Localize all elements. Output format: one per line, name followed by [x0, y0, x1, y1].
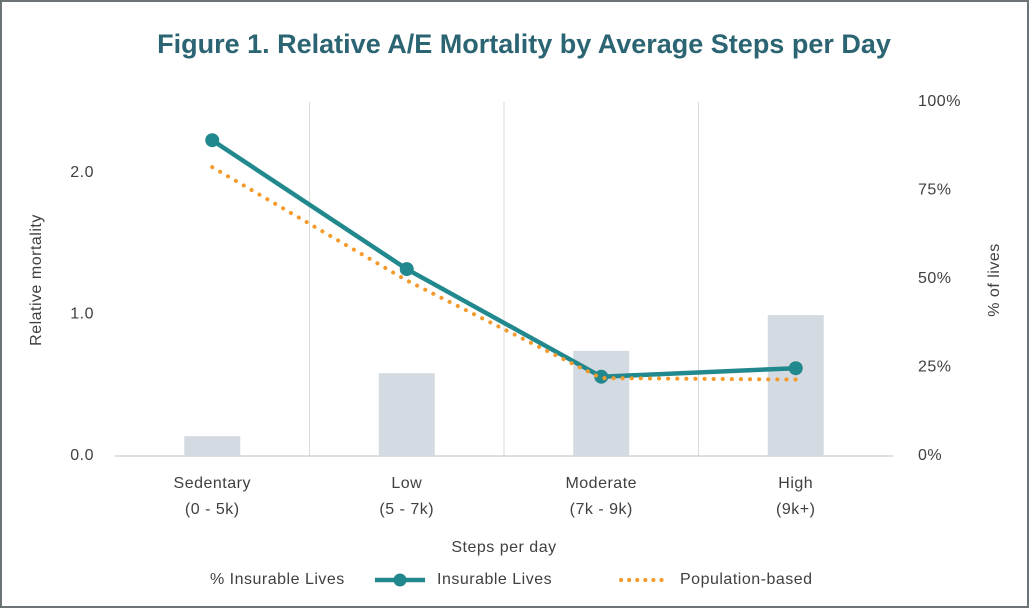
x-tick-label: (9k+): [776, 501, 815, 518]
legend-swatch: [198, 574, 206, 586]
marker: [788, 361, 803, 376]
y2-tick-label: 100%: [918, 93, 961, 110]
y2-tick-label: 0%: [918, 447, 942, 464]
x-tick-label: High: [778, 475, 813, 492]
legend-label: Insurable Lives: [437, 571, 552, 588]
y2-tick-label: 75%: [918, 182, 952, 199]
legend-label: Population-based: [680, 571, 813, 588]
bar: [184, 436, 241, 456]
y2-axis-label: % of lives: [986, 243, 1003, 316]
x-tick-label: (0 - 5k): [185, 501, 240, 518]
y-axis-label: Relative mortality: [28, 214, 45, 346]
y2-tick-label: 50%: [918, 270, 952, 287]
y-tick-label: 1.0: [70, 306, 94, 323]
chart-title: Figure 1. Relative A/E Mortality by Aver…: [157, 29, 891, 59]
x-axis-label: Steps per day: [451, 539, 556, 556]
marker: [205, 133, 220, 148]
x-tick-label: (7k - 9k): [570, 501, 633, 518]
marker: [594, 369, 609, 384]
y-tick-label: 0.0: [70, 447, 94, 464]
line: [211, 138, 796, 379]
legend-label: % Insurable Lives: [210, 571, 345, 588]
x-tick-label: Low: [391, 475, 422, 492]
bar: [378, 373, 435, 456]
marker: [399, 262, 414, 277]
x-tick-label: Moderate: [565, 475, 637, 492]
x-tick-label: (5 - 7k): [379, 501, 434, 518]
legend-marker: [393, 573, 407, 587]
y2-tick-label: 25%: [918, 359, 952, 376]
y-tick-label: 2.0: [70, 164, 94, 181]
x-tick-label: Sedentary: [174, 475, 251, 492]
bar: [767, 315, 824, 456]
